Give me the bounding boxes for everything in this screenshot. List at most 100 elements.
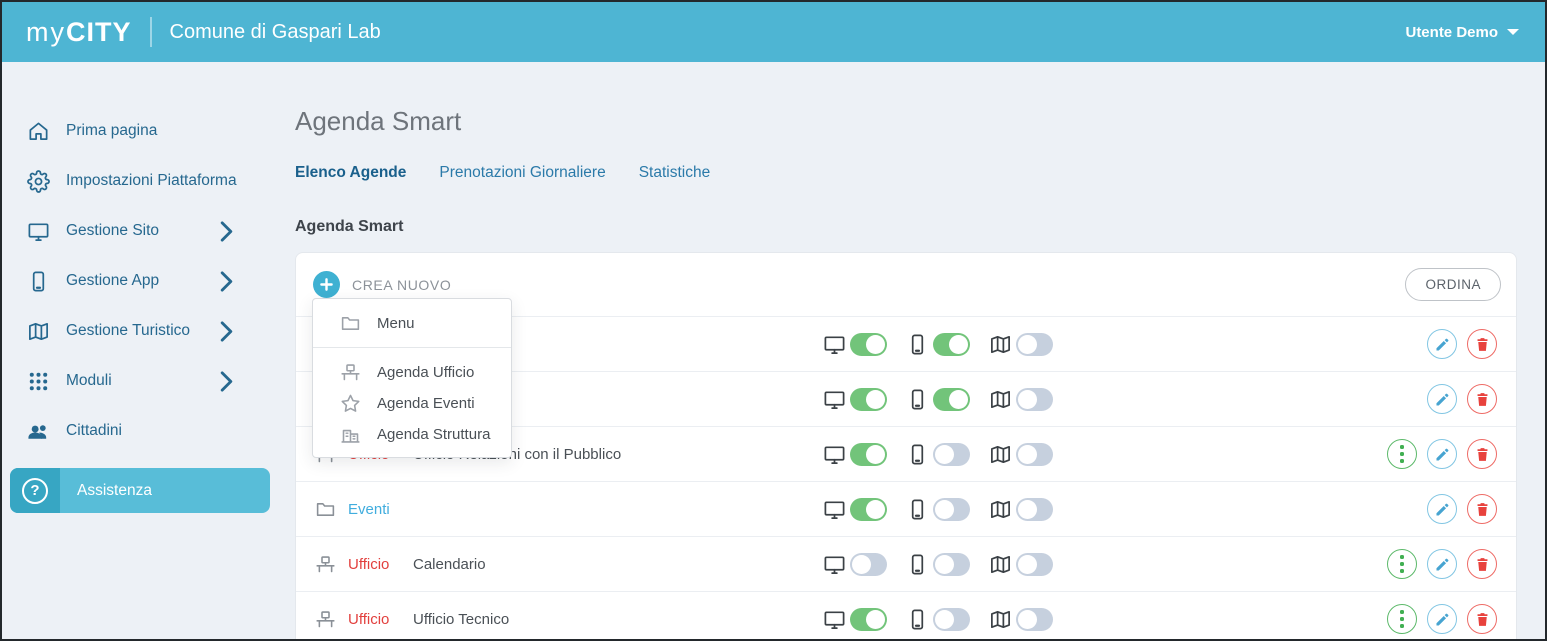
row-edit-button[interactable] [1427, 549, 1457, 579]
create-new-button[interactable]: CREA NUOVO [313, 271, 451, 298]
app-visibility-toggle[interactable] [933, 442, 970, 466]
row-delete-button[interactable] [1467, 439, 1497, 469]
map-visibility-toggle[interactable] [1016, 607, 1053, 631]
row-category-badge: Ufficio [348, 555, 390, 573]
menu-item-agenda-struttura[interactable]: Agenda Struttura [313, 419, 511, 450]
tab-elenco-agende[interactable]: Elenco Agende [295, 164, 407, 181]
menu-item-menu[interactable]: Menu [313, 299, 511, 347]
home-icon [27, 120, 50, 143]
menu-item-agenda-eventi[interactable]: Agenda Eventi [313, 388, 511, 419]
row-menu-button[interactable] [1387, 549, 1417, 579]
app-visibility-toggle[interactable] [933, 332, 970, 356]
create-new-label: CREA NUOVO [352, 276, 452, 293]
desktop-icon [823, 553, 846, 576]
user-menu-label: Utente Demo [1405, 23, 1498, 41]
row-title-link[interactable]: Eventi [348, 500, 390, 518]
row-menu-button[interactable] [1387, 439, 1417, 469]
table-row [296, 371, 1516, 426]
row-toggles [823, 387, 1072, 411]
monitor-icon [27, 220, 50, 243]
smartphone-icon [906, 608, 929, 631]
sidebar-item-assistenza[interactable]: ? Assistenza [10, 468, 270, 513]
menu-item-agenda-ufficio[interactable]: Agenda Ufficio [313, 357, 511, 388]
row-title-link[interactable]: Calendario [413, 555, 486, 573]
row-delete-button[interactable] [1467, 329, 1497, 359]
site-visibility-toggle[interactable] [850, 387, 887, 411]
sidebar-item-prima-pagina[interactable]: Prima pagina [2, 106, 278, 156]
sidebar-item-gestione-sito[interactable]: Gestione Sito [2, 206, 278, 256]
site-visibility-toggle[interactable] [850, 442, 887, 466]
menu-item-label: Agenda Struttura [377, 426, 491, 443]
map-icon [989, 498, 1012, 521]
agenda-card: CREA NUOVO ORDINA Menu Agenda Ufficio [295, 252, 1517, 639]
site-visibility-toggle[interactable] [850, 497, 887, 521]
page-title: Agenda Smart [295, 106, 462, 136]
desktop-icon [823, 333, 846, 356]
map-visibility-toggle[interactable] [1016, 332, 1053, 356]
menu-item-label: Agenda Ufficio [377, 364, 475, 381]
smartphone-icon [906, 388, 929, 411]
user-menu[interactable]: Utente Demo [1405, 24, 1519, 41]
section-title: Agenda Smart [295, 218, 404, 235]
app-visibility-toggle[interactable] [933, 387, 970, 411]
row-delete-button[interactable] [1467, 604, 1497, 634]
logo-prefix: my [26, 16, 66, 47]
row-edit-button[interactable] [1427, 329, 1457, 359]
pencil-icon [1434, 391, 1451, 408]
app-visibility-toggle[interactable] [933, 552, 970, 576]
row-edit-button[interactable] [1427, 604, 1457, 634]
row-delete-button[interactable] [1467, 494, 1497, 524]
smartphone-icon [906, 498, 929, 521]
map-visibility-toggle[interactable] [1016, 387, 1053, 411]
row-toggles [823, 442, 1072, 466]
pencil-icon [1434, 336, 1451, 353]
sidebar-item-label: Moduli [66, 372, 112, 389]
pencil-icon [1434, 611, 1451, 628]
kebab-icon [1399, 444, 1405, 464]
sidebar-item-gestione-turistico[interactable]: Gestione Turistico [2, 306, 278, 356]
tab-prenotazioni-giornaliere[interactable]: Prenotazioni Giornaliere [439, 164, 606, 181]
row-delete-button[interactable] [1467, 549, 1497, 579]
map-visibility-toggle[interactable] [1016, 552, 1053, 576]
logo-suffix: CITY [66, 16, 132, 47]
menu-item-label: Agenda Eventi [377, 395, 475, 412]
sidebar-item-label: Gestione App [66, 272, 160, 289]
row-menu-button[interactable] [1387, 604, 1417, 634]
row-category-badge: Ufficio [348, 610, 390, 628]
question-icon: ? [22, 477, 48, 504]
app-visibility-toggle[interactable] [933, 607, 970, 631]
row-name-cell: Eventi [315, 499, 823, 520]
app-visibility-toggle[interactable] [933, 497, 970, 521]
desktop-icon [823, 388, 846, 411]
site-visibility-toggle[interactable] [850, 607, 887, 631]
map-icon [989, 608, 1012, 631]
tab-bar: Elenco Agende Prenotazioni Giornaliere S… [295, 163, 1517, 183]
folder-icon [340, 313, 361, 334]
map-icon [989, 333, 1012, 356]
gear-icon [27, 170, 50, 193]
card-toolbar: CREA NUOVO ORDINA [296, 253, 1516, 316]
site-visibility-toggle[interactable] [850, 332, 887, 356]
sidebar-item-cittadini[interactable]: Cittadini [2, 406, 278, 456]
row-actions [1387, 549, 1497, 579]
row-title-link[interactable]: Ufficio Tecnico [413, 610, 510, 628]
map-visibility-toggle[interactable] [1016, 442, 1053, 466]
row-edit-button[interactable] [1427, 494, 1457, 524]
order-button[interactable]: ORDINA [1405, 268, 1501, 301]
sidebar-item-gestione-app[interactable]: Gestione App [2, 256, 278, 306]
map-icon [989, 443, 1012, 466]
map-icon [989, 553, 1012, 576]
sidebar-item-label: Cittadini [66, 422, 122, 439]
tab-statistiche[interactable]: Statistiche [638, 164, 711, 181]
sidebar-item-impostazioni-piattaforma[interactable]: Impostazioni Piattaforma [2, 156, 278, 206]
site-visibility-toggle[interactable] [850, 552, 887, 576]
desktop-icon [823, 608, 846, 631]
row-edit-button[interactable] [1427, 384, 1457, 414]
sidebar-item-moduli[interactable]: Moduli [2, 356, 278, 406]
map-visibility-toggle[interactable] [1016, 497, 1053, 521]
smartphone-icon [906, 333, 929, 356]
table-row [296, 316, 1516, 371]
trash-icon [1474, 611, 1491, 628]
row-edit-button[interactable] [1427, 439, 1457, 469]
row-delete-button[interactable] [1467, 384, 1497, 414]
